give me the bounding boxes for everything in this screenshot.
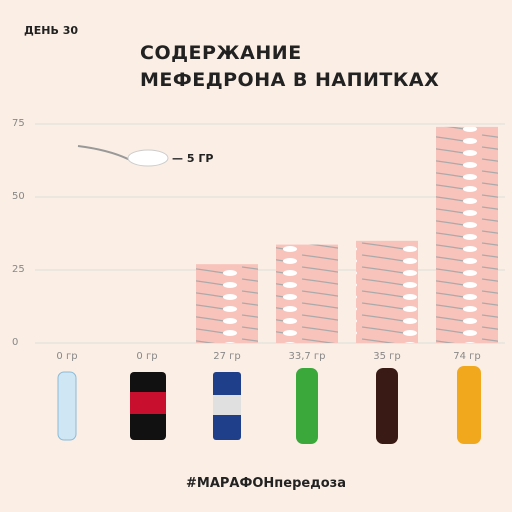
y-tick-label: 75	[12, 118, 25, 129]
value-label: 35 гр	[373, 351, 401, 362]
bar-pattern	[356, 240, 418, 343]
day-label: ДЕНЬ 30	[24, 24, 79, 37]
bar-pattern	[276, 244, 338, 343]
y-tick-label: 50	[12, 191, 25, 202]
value-label: 0 гр	[136, 351, 157, 362]
spoon-icon	[77, 145, 169, 167]
annotation: — 5 ГР	[172, 152, 213, 165]
drinks	[57, 366, 481, 444]
bar-pattern	[436, 126, 498, 343]
value-label: 74 гр	[453, 351, 481, 362]
value-label: 0 гр	[56, 351, 77, 362]
bar-pattern	[196, 264, 258, 343]
y-tick-label: 0	[12, 337, 18, 348]
y-tick-label: 25	[12, 264, 25, 275]
hashtag: #МАРАФОНпередоза	[186, 476, 346, 491]
chart-title: СОДЕРЖАНИЕ МЕФЕДРОНА В НАПИТКАХ	[140, 42, 440, 91]
value-label: 33,7 гр	[288, 351, 325, 362]
value-label: 27 гр	[213, 351, 241, 362]
